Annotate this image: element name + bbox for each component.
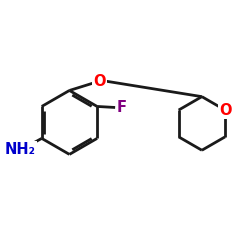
Text: O: O [219, 102, 231, 118]
Text: F: F [117, 100, 127, 115]
Text: NH₂: NH₂ [4, 142, 36, 157]
Text: O: O [93, 74, 106, 89]
